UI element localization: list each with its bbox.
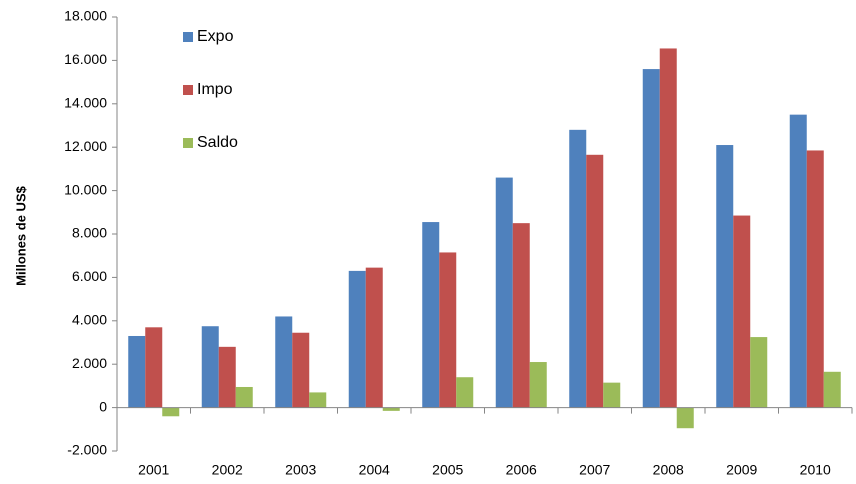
bar-impo-2003	[292, 332, 310, 408]
bar-saldo-2009	[750, 337, 768, 408]
legend-swatch-impo	[183, 85, 193, 95]
bar-expo-2008	[642, 69, 660, 408]
legend: Expo Impo Saldo	[183, 28, 238, 151]
bar-impo-2006	[512, 223, 530, 408]
x-tick-label: 2008	[653, 462, 684, 478]
bar-expo-2002	[201, 326, 219, 408]
x-tick-label: 2004	[359, 462, 390, 478]
y-tick-label: 14.000	[64, 95, 107, 111]
y-tick-label: 8.000	[72, 225, 107, 241]
x-tick-label: 2007	[579, 462, 610, 478]
bar-expo-2004	[348, 270, 366, 408]
bar-saldo-2006	[529, 362, 547, 408]
bar-impo-2007	[586, 154, 604, 408]
bar-saldo-2005	[456, 377, 474, 408]
bar-impo-2004	[365, 267, 383, 408]
y-tick-label: 16.000	[64, 51, 107, 67]
bar-saldo-2010	[823, 371, 841, 408]
legend-swatch-expo	[183, 32, 193, 42]
x-tick-label: 2001	[138, 462, 169, 478]
x-tick-label: 2005	[432, 462, 463, 478]
bar-saldo-2002	[235, 386, 253, 408]
bar-impo-2010	[806, 150, 824, 408]
bar-saldo-2008	[676, 407, 694, 429]
y-tick-label: -2.000	[67, 442, 107, 458]
bar-saldo-2004	[382, 407, 400, 411]
bar-expo-2001	[128, 335, 146, 408]
y-tick-label: 2.000	[72, 355, 107, 371]
x-tick-label: 2003	[285, 462, 316, 478]
x-tick-label: 2002	[212, 462, 243, 478]
bar-expo-2010	[789, 114, 807, 408]
bar-saldo-2001	[162, 407, 180, 417]
bar-expo-2006	[495, 177, 513, 408]
x-tick-label: 2010	[800, 462, 831, 478]
y-axis-title: Millones de US$	[13, 185, 28, 285]
bar-expo-2009	[716, 145, 734, 408]
plot-area: -2.000 0 2.000 4.000 6.000 8.000 10.000 12.000 1…	[64, 8, 853, 478]
y-tick-label: 4.000	[72, 312, 107, 328]
y-tick-label: 10.000	[64, 181, 107, 197]
bar-expo-2007	[569, 129, 587, 408]
y-tick-label: 18.000	[64, 8, 107, 24]
bar-impo-2008	[659, 48, 677, 408]
bar-impo-2005	[439, 252, 457, 408]
bar-impo-2009	[733, 215, 751, 408]
bar-expo-2005	[422, 222, 440, 408]
bar-saldo-2007	[603, 382, 621, 408]
x-tick-label: 2006	[506, 462, 537, 478]
legend-label-expo: Expo	[197, 28, 234, 45]
legend-label-impo: Impo	[197, 81, 233, 98]
legend-swatch-saldo	[183, 138, 193, 148]
x-tick-label: 2009	[726, 462, 757, 478]
y-tick-label: 0	[99, 398, 107, 414]
bar-saldo-2003	[309, 392, 327, 408]
y-tick-label: 6.000	[72, 268, 107, 284]
bar-expo-2003	[275, 316, 293, 408]
y-tick-label: 12.000	[64, 138, 107, 154]
legend-label-saldo: Saldo	[197, 134, 238, 151]
bar-impo-2002	[218, 346, 236, 408]
bar-impo-2001	[145, 327, 163, 408]
